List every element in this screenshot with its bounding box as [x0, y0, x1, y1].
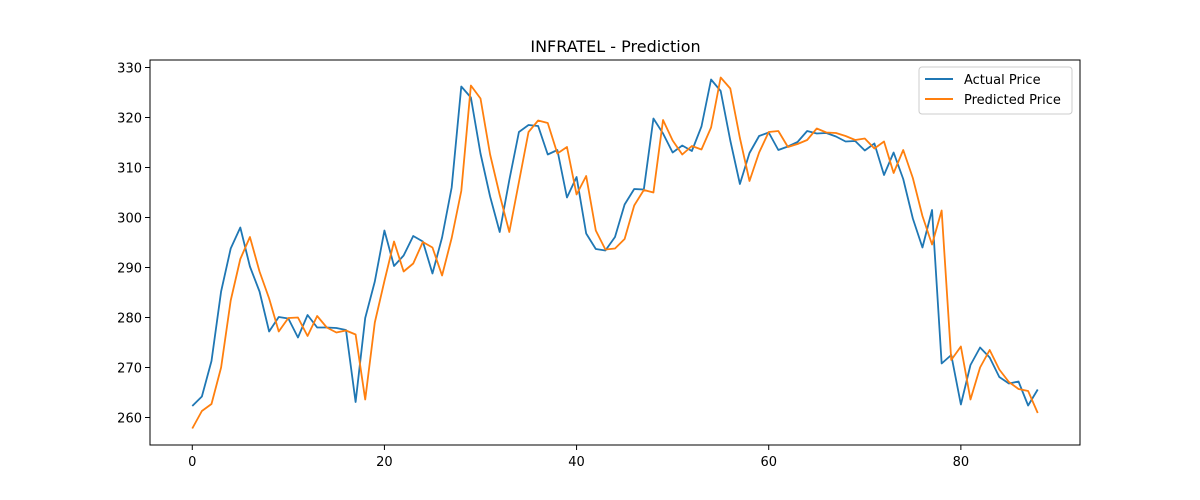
- y-tick-label: 320: [117, 112, 142, 127]
- legend-label-predicted-price: Predicted Price: [964, 93, 1061, 108]
- y-tick-label: 310: [117, 162, 142, 177]
- x-tick-label: 80: [953, 455, 970, 470]
- x-tick-label: 40: [568, 455, 585, 470]
- y-tick-label: 270: [117, 362, 142, 377]
- legend-box: [918, 66, 1073, 115]
- legend: Actual Price Predicted Price: [918, 66, 1073, 115]
- y-tick-label: 330: [117, 62, 142, 77]
- x-tick-label: 0: [188, 455, 196, 470]
- chart-title: INFRATEL - Prediction: [530, 37, 700, 56]
- x-tick-label: 60: [760, 455, 777, 470]
- x-axis: 0 20 40 60 80: [188, 445, 969, 470]
- y-tick-label: 300: [117, 212, 142, 227]
- legend-label-actual-price: Actual Price: [964, 73, 1041, 88]
- y-tick-label: 290: [117, 262, 142, 277]
- y-tick-label: 280: [117, 312, 142, 327]
- series-line-actual-price: [191, 78, 1039, 407]
- series-layer: [191, 76, 1039, 429]
- plot-frame: [149, 59, 1081, 446]
- y-axis: 260 270 280 290 300 310 320 330: [117, 62, 150, 427]
- x-tick-label: 20: [376, 455, 393, 470]
- y-tick-label: 260: [117, 412, 142, 427]
- series-line-predicted-price: [191, 76, 1039, 429]
